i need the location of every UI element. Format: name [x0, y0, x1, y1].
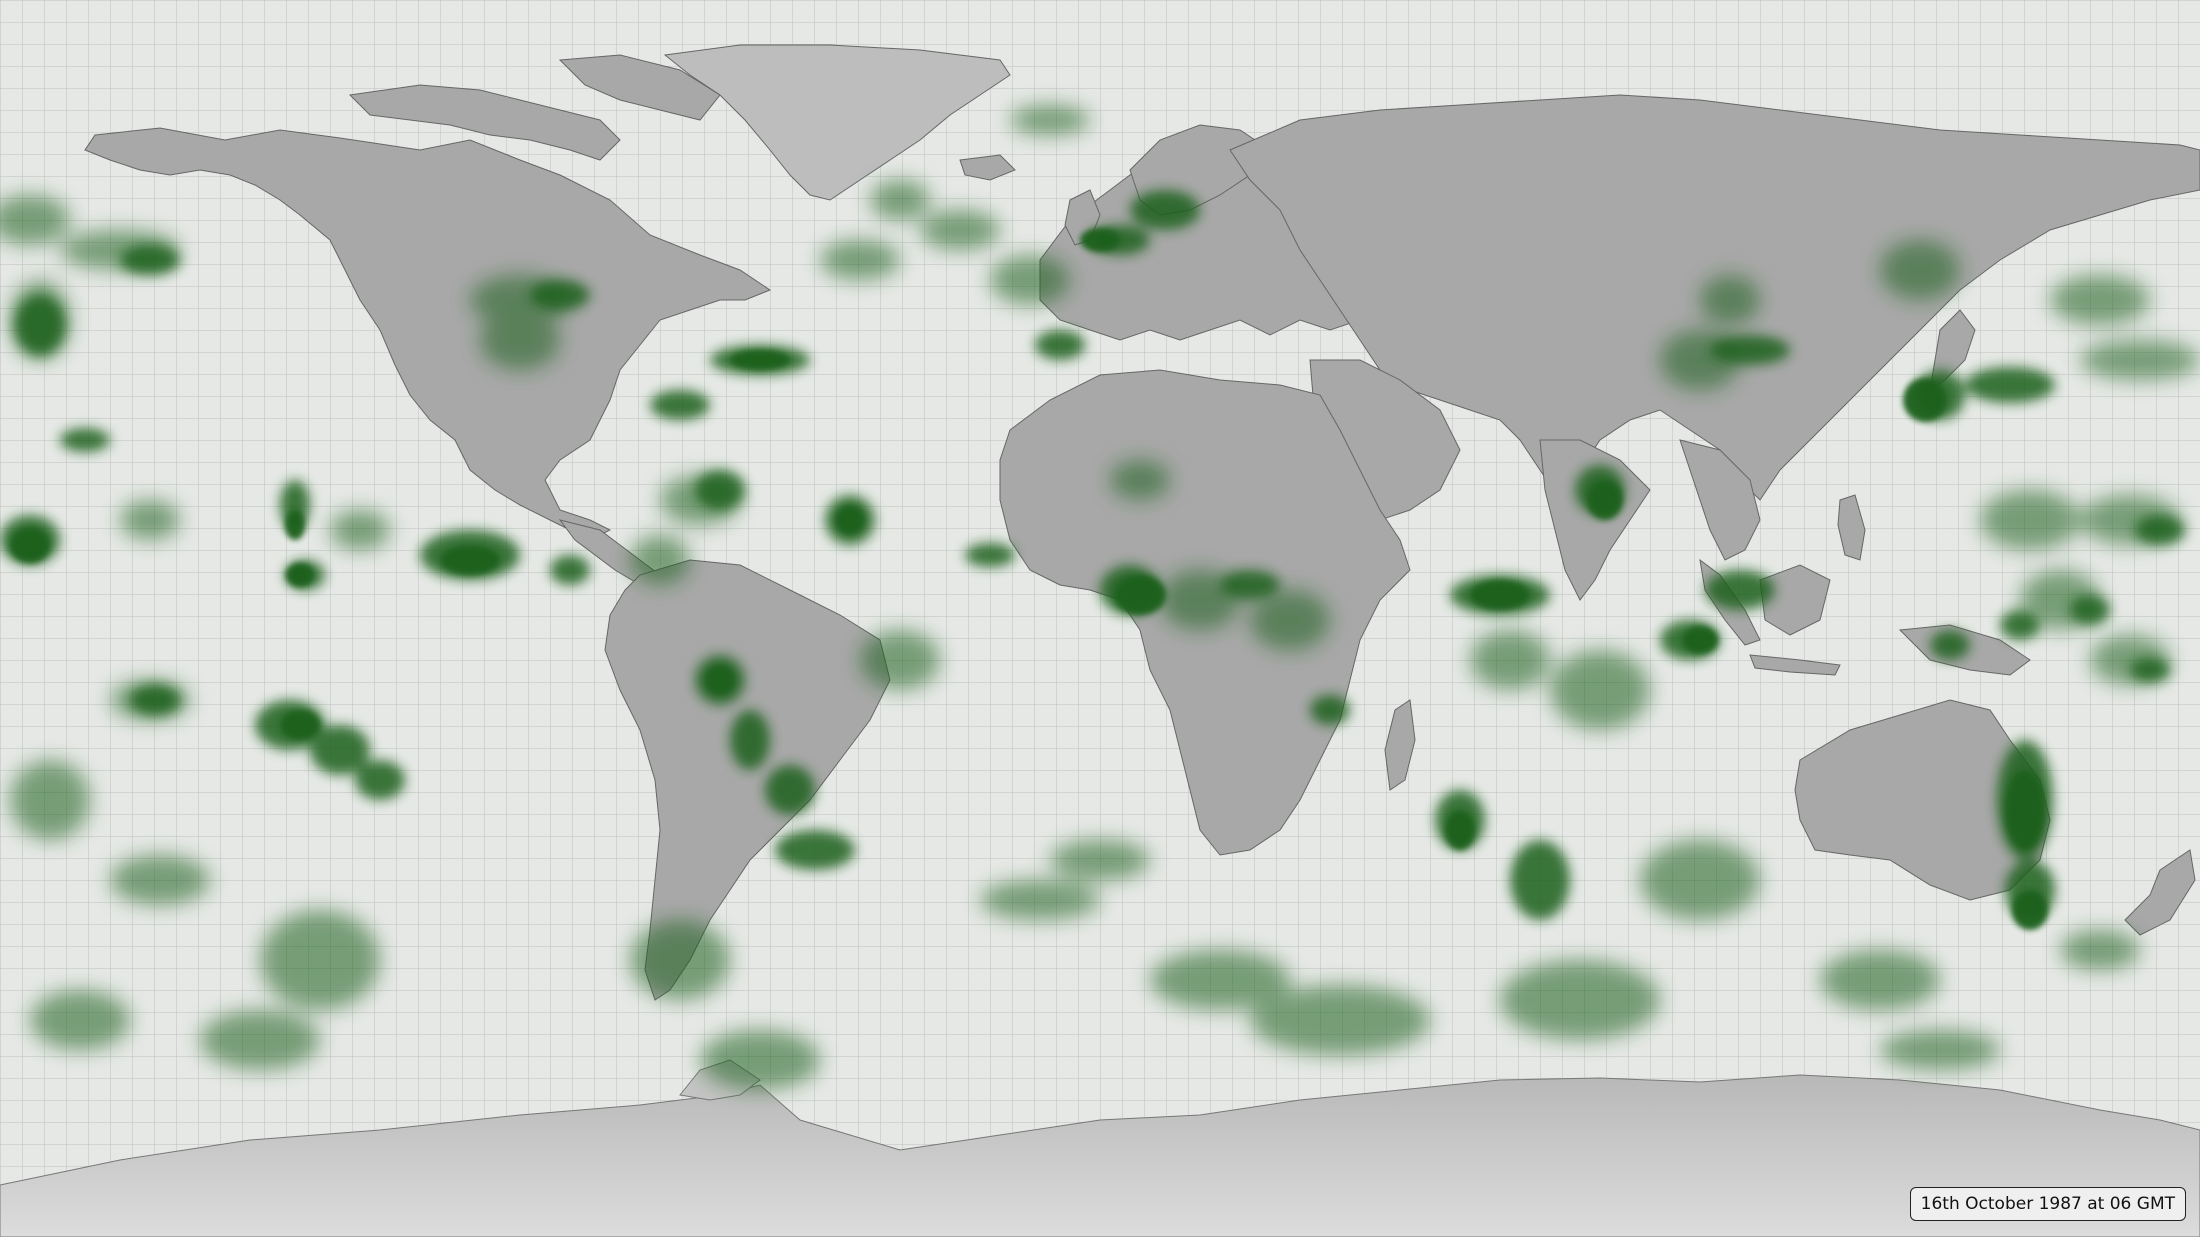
greenland	[663, 44, 1011, 201]
north-america	[84, 127, 772, 541]
baffin-island	[558, 54, 721, 121]
madagascar	[1384, 699, 1416, 791]
indonesia-borneo	[1759, 564, 1831, 636]
philippines	[1837, 494, 1866, 561]
timestamp-label: 16th October 1987 at 06 GMT	[1909, 1187, 2186, 1221]
indonesia-java	[1749, 654, 1841, 676]
arctic-islands	[348, 84, 621, 161]
antarctica	[0, 1074, 2200, 1237]
japan	[1929, 309, 1976, 392]
iceland	[959, 154, 1016, 181]
precipitation-layer	[0, 105, 2200, 1090]
indochina	[1679, 439, 1761, 561]
new-zealand	[2124, 849, 2196, 936]
